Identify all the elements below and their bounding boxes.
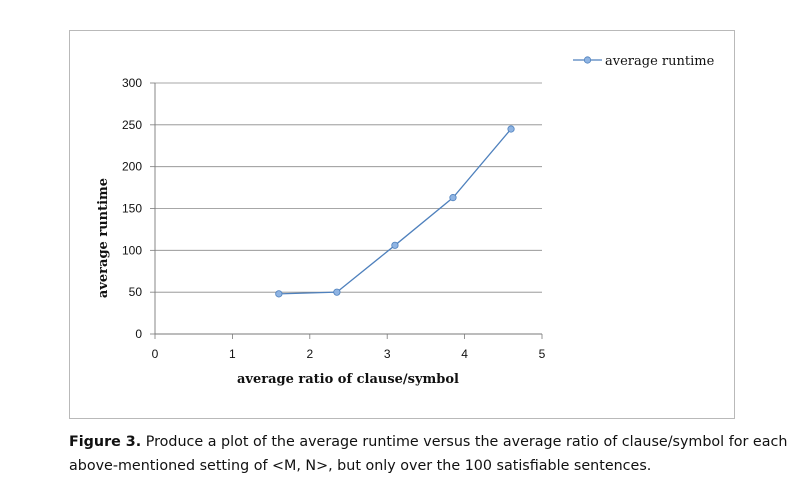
x-tick-label: 0 [152, 347, 159, 361]
legend-label: average runtime [605, 54, 715, 69]
axes [150, 82, 543, 339]
x-tick-label: 3 [384, 347, 391, 361]
data-point [507, 125, 515, 133]
y-tick-labels: 0 50 100 150 200 250 300 [122, 76, 142, 341]
y-tick-label: 300 [122, 76, 142, 90]
figure-caption: Figure 3. Produce a plot of the average … [69, 430, 789, 478]
y-tick-label: 50 [129, 285, 143, 299]
data-point [391, 241, 399, 249]
x-tick-label: 2 [306, 347, 313, 361]
y-tick-label: 150 [122, 202, 142, 216]
y-axis-title: average runtime [96, 178, 111, 298]
x-tick-label: 5 [539, 347, 546, 361]
line-chart: 0 50 100 150 200 250 300 0 1 2 3 4 5 average ratio … [96, 54, 715, 387]
y-tick-label: 250 [122, 118, 142, 132]
data-point [275, 290, 283, 298]
y-tick-label: 200 [122, 160, 142, 174]
series [275, 125, 515, 298]
legend: average runtime [573, 54, 715, 69]
x-tick-label: 4 [461, 347, 468, 361]
legend-marker [583, 56, 592, 64]
y-tick-label: 0 [135, 327, 142, 341]
data-point [449, 194, 457, 202]
data-point [333, 288, 341, 296]
series-line [278, 128, 512, 295]
x-tick-label: 1 [229, 347, 236, 361]
x-axis-title: average ratio of clause/symbol [237, 372, 459, 387]
y-tick-label: 100 [122, 243, 142, 257]
caption-text: Produce a plot of the average runtime ve… [69, 434, 788, 474]
gridlines [155, 82, 542, 293]
x-tick-labels: 0 1 2 3 4 5 [152, 347, 546, 361]
caption-label: Figure 3. [69, 434, 142, 450]
chart-frame: 0 50 100 150 200 250 300 0 1 2 3 4 5 average ratio … [69, 30, 735, 419]
